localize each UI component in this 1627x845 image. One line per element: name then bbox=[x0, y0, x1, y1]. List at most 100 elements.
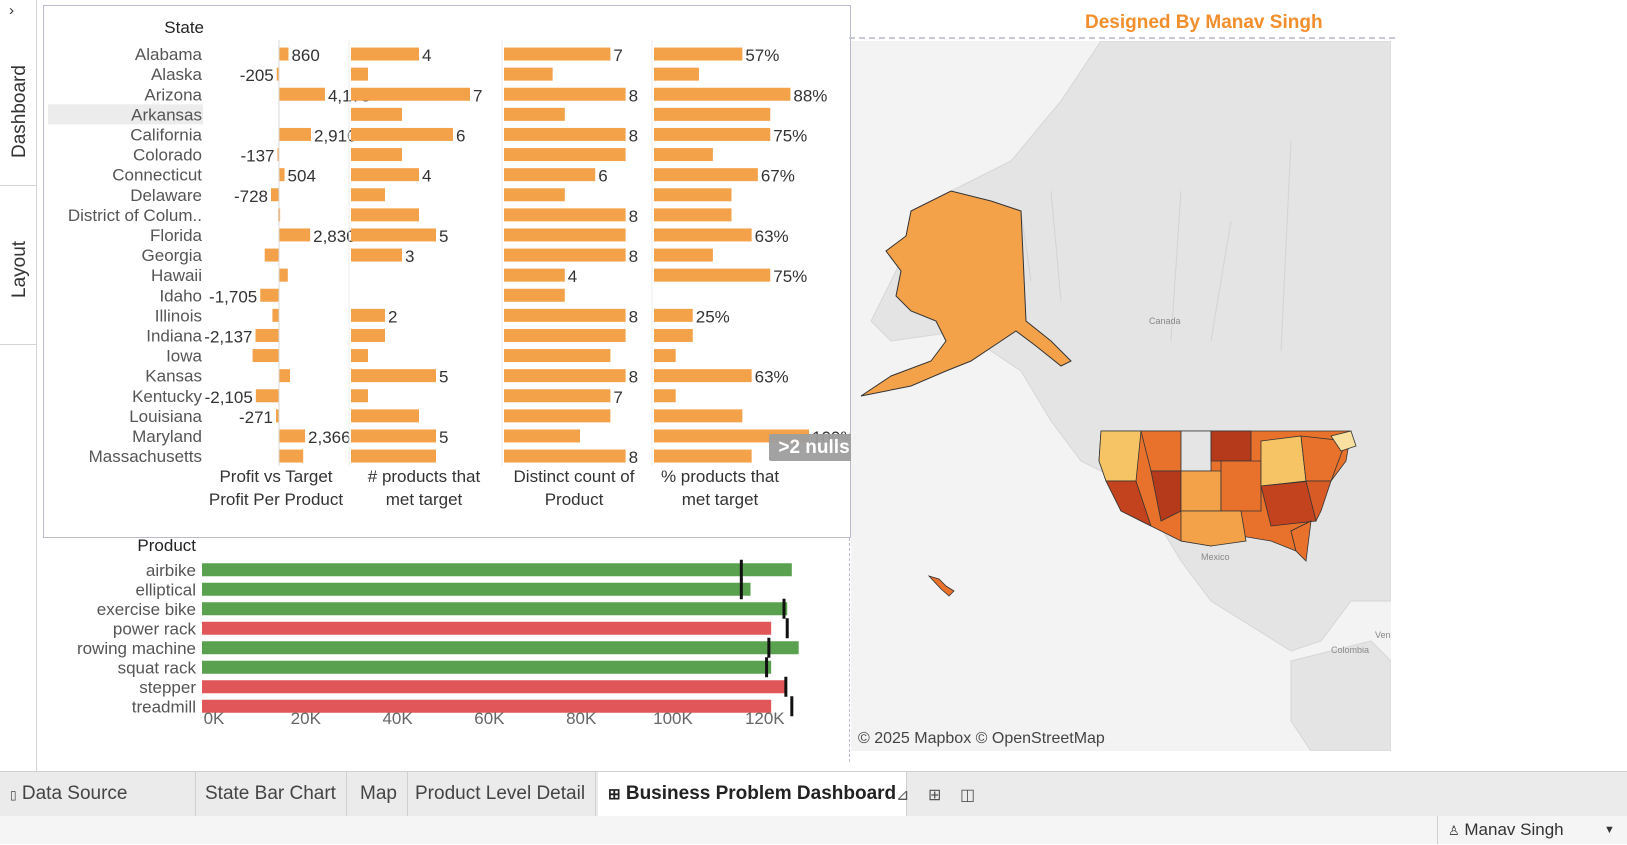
tab-product-level-detail-label: Product Level Detail bbox=[415, 783, 586, 804]
profit-label: -1,705 bbox=[209, 287, 257, 306]
state-label: District of Colum.. bbox=[68, 206, 202, 225]
product-label: exercise bike bbox=[97, 600, 196, 619]
tab-product-level-detail[interactable]: Product Level Detail bbox=[405, 772, 597, 816]
metric-bar-3 bbox=[654, 168, 758, 182]
metric-bar-3 bbox=[654, 208, 732, 222]
state-panel: State Alabama 860 4 7 57% Alaska -205 Arizona 4,1… bbox=[43, 5, 888, 538]
target-marker bbox=[782, 598, 786, 619]
metric-bar-1 bbox=[351, 328, 385, 342]
profit-bar bbox=[264, 248, 279, 262]
tab-state-bar-chart[interactable]: State Bar Chart bbox=[195, 772, 347, 816]
canada-borders bbox=[1020, 140, 1292, 352]
state-label: Delaware bbox=[130, 186, 202, 205]
metric-bar-1 bbox=[351, 67, 368, 81]
profit-bar bbox=[279, 268, 288, 282]
column-header: Profit Per Product bbox=[209, 490, 343, 509]
profit-label: 2,910 bbox=[314, 126, 357, 145]
state-label: California bbox=[130, 125, 202, 144]
map-attribution[interactable]: © 2025 Mapbox © OpenStreetMap bbox=[858, 730, 1105, 747]
profit-bar bbox=[276, 409, 279, 423]
metric-label-1: 4 bbox=[422, 46, 431, 65]
metric-bar-3 bbox=[654, 67, 699, 81]
tab-business-problem-dashboard[interactable]: ⊞ Business Problem Dashboard bbox=[598, 772, 908, 816]
side-tab-layout-label: Layout bbox=[9, 240, 30, 298]
tab-map[interactable]: Map bbox=[350, 772, 408, 816]
x-tick-label: 80K bbox=[566, 709, 597, 728]
metric-bar-3 bbox=[654, 127, 771, 141]
profit-bar bbox=[277, 148, 280, 162]
designer-credit: Designed By Manav Singh bbox=[1085, 12, 1323, 33]
metric-bar-1 bbox=[351, 308, 385, 322]
state-label: Georgia bbox=[142, 246, 203, 265]
state-label: Hawaii bbox=[151, 266, 202, 285]
metric-bar-3 bbox=[654, 389, 676, 403]
metric-label-3: 88% bbox=[793, 86, 827, 105]
metric-label-2: 8 bbox=[629, 86, 638, 105]
map-label-canada: Canada bbox=[1149, 316, 1181, 326]
user-menu-caret-icon[interactable]: ▼ bbox=[1604, 824, 1615, 836]
product-header: Product bbox=[137, 538, 196, 555]
metric-bar-2 bbox=[504, 127, 626, 141]
column-header: Distinct count of bbox=[514, 467, 635, 486]
user-name: Manav Singh bbox=[1464, 820, 1564, 839]
metric-bar-3 bbox=[654, 268, 771, 282]
profit-bar bbox=[279, 228, 311, 242]
metric-bar-3 bbox=[654, 449, 752, 463]
profit-bar bbox=[270, 188, 279, 202]
side-tab-layout[interactable]: Layout bbox=[0, 186, 36, 345]
metric-label-3: 63% bbox=[755, 368, 789, 387]
state-label: Louisiana bbox=[129, 407, 202, 426]
product-bar bbox=[202, 660, 772, 674]
state-label: Arkansas bbox=[131, 105, 202, 124]
x-tick-label: 60K bbox=[474, 709, 505, 728]
metric-label-2: 8 bbox=[629, 368, 638, 387]
new-worksheet-icon[interactable]: ⊿ bbox=[896, 787, 910, 804]
metric-label-1: 5 bbox=[439, 368, 448, 387]
profit-bar bbox=[279, 127, 312, 141]
metric-label-2: 7 bbox=[613, 46, 622, 65]
metric-bar-2 bbox=[504, 107, 565, 121]
product-label: rowing machine bbox=[77, 639, 196, 658]
tab-map-label: Map bbox=[360, 783, 397, 804]
profit-label: -728 bbox=[234, 187, 268, 206]
metric-bar-3 bbox=[654, 107, 771, 121]
state-profit-map[interactable]: Canada Mexico Colombia Ven bbox=[851, 41, 1391, 751]
metric-bar-1 bbox=[351, 349, 368, 363]
x-tick-label: 100K bbox=[653, 709, 693, 728]
metric-bar-1 bbox=[351, 248, 402, 262]
metric-bar-3 bbox=[654, 148, 713, 162]
metric-bar-1 bbox=[351, 87, 470, 101]
state-label: Maryland bbox=[132, 427, 202, 446]
new-dashboard-icon[interactable]: ⊞ bbox=[928, 787, 942, 804]
selected-row-highlight bbox=[48, 104, 203, 125]
profit-bar bbox=[279, 168, 285, 182]
new-story-icon[interactable]: ◫ bbox=[960, 787, 976, 804]
metric-bar-2 bbox=[504, 268, 565, 282]
metric-label-3: 57% bbox=[745, 46, 779, 65]
target-marker bbox=[767, 637, 771, 658]
metric-bar-2 bbox=[504, 168, 596, 182]
nulls-indicator[interactable]: >2 nulls bbox=[769, 434, 859, 461]
target-marker bbox=[785, 618, 789, 639]
x-tick-label: 20K bbox=[291, 709, 322, 728]
metric-bar-3 bbox=[654, 369, 752, 383]
metric-bar-3 bbox=[654, 308, 693, 322]
profit-bar bbox=[276, 67, 279, 81]
side-tab-dashboard[interactable]: Dashboard bbox=[0, 0, 36, 186]
expand-chevron-icon[interactable]: › bbox=[9, 2, 14, 19]
metric-bar-2 bbox=[504, 389, 611, 403]
state-label: Kentucky bbox=[132, 387, 202, 406]
metric-label-1: 2 bbox=[388, 307, 397, 326]
metric-bar-3 bbox=[654, 248, 713, 262]
tab-data-source[interactable]: ▯ Data Source bbox=[0, 772, 196, 816]
metric-bar-1 bbox=[351, 148, 402, 162]
user-menu[interactable]: ♙ Manav Singh bbox=[1437, 816, 1627, 844]
map-label-mexico: Mexico bbox=[1201, 552, 1230, 562]
column-header: met target bbox=[386, 490, 463, 509]
state-label: Alaska bbox=[151, 65, 203, 84]
x-tick-label: 0K bbox=[204, 709, 225, 728]
metric-label-2: 7 bbox=[613, 388, 622, 407]
